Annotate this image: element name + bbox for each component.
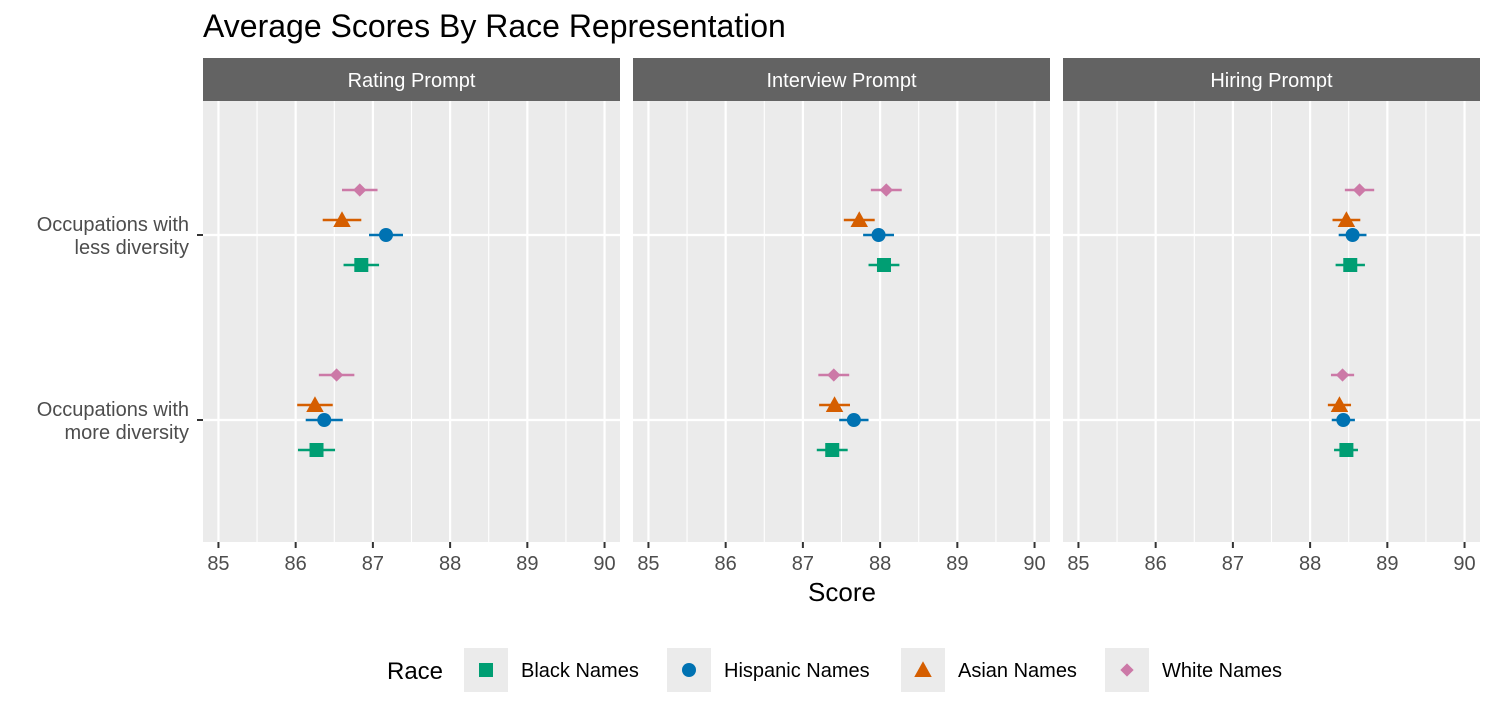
legend-item-hispanic-names: Hispanic Names bbox=[667, 648, 870, 692]
facet-strip-label: Hiring Prompt bbox=[1210, 70, 1333, 92]
x-tick-label: 87 bbox=[362, 553, 384, 575]
legend-label: Asian Names bbox=[958, 660, 1077, 682]
x-tick-label: 90 bbox=[1023, 553, 1045, 575]
x-tick-label: 85 bbox=[637, 553, 659, 575]
legend-key-symbol bbox=[682, 663, 696, 677]
data-point bbox=[1339, 443, 1354, 457]
data-point bbox=[1336, 413, 1351, 427]
data-point bbox=[827, 368, 841, 382]
data-point bbox=[354, 258, 369, 272]
facet-rating-prompt: Rating Prompt 85 86 87 88 89 90 bbox=[203, 58, 620, 575]
series-black-names bbox=[297, 258, 380, 457]
facet-strip bbox=[203, 58, 620, 101]
data-point bbox=[846, 413, 861, 427]
data-point bbox=[333, 211, 351, 227]
y-axis: Occupations with less diversity Occupation… bbox=[37, 214, 203, 444]
legend-label: Hispanic Names bbox=[724, 660, 870, 682]
x-tick-label: 89 bbox=[1376, 553, 1398, 575]
data-point bbox=[1337, 211, 1356, 227]
data-point bbox=[850, 211, 869, 227]
data-point bbox=[825, 396, 844, 412]
facet-strip-label: Rating Prompt bbox=[348, 70, 476, 92]
facet-strip bbox=[633, 58, 1050, 101]
series-asian-names bbox=[819, 211, 875, 412]
series-black-names bbox=[816, 258, 900, 457]
data-point bbox=[1343, 258, 1358, 272]
facet-strip bbox=[1063, 58, 1480, 101]
data-point bbox=[1345, 228, 1360, 242]
x-tick-label: 85 bbox=[207, 553, 229, 575]
data-point bbox=[379, 228, 394, 242]
y-tick-label: Occupations with less diversity bbox=[37, 214, 189, 259]
series-hispanic-names bbox=[1331, 228, 1367, 427]
series-asian-names bbox=[297, 211, 362, 412]
series-white-names bbox=[1330, 183, 1375, 382]
legend-title: Race bbox=[387, 658, 443, 685]
x-tick-label: 86 bbox=[715, 553, 737, 575]
data-point bbox=[871, 228, 886, 242]
data-point bbox=[879, 183, 893, 197]
data-point bbox=[1352, 183, 1367, 197]
series-white-names bbox=[818, 183, 902, 382]
data-point bbox=[317, 413, 332, 427]
facet-interview-prompt: Interview Prompt 85 86 87 88 89 90 bbox=[633, 58, 1050, 575]
x-tick-label: 87 bbox=[1222, 553, 1244, 575]
x-tick-label: 88 bbox=[869, 553, 891, 575]
y-tick-label: Occupations with more diversity bbox=[37, 399, 189, 444]
data-point bbox=[309, 443, 324, 457]
facet-strip-label: Interview Prompt bbox=[766, 70, 916, 92]
x-tick-label: 86 bbox=[285, 553, 307, 575]
series-asian-names bbox=[1327, 211, 1361, 412]
series-black-names bbox=[1334, 258, 1365, 457]
legend-key-symbol bbox=[1120, 663, 1134, 677]
chart-title: Average Scores By Race Representation bbox=[203, 8, 786, 44]
series-white-names bbox=[318, 183, 378, 382]
data-point bbox=[353, 183, 367, 197]
x-axis-title: Score bbox=[808, 577, 876, 607]
x-tick-label: 85 bbox=[1067, 553, 1089, 575]
x-tick-label: 89 bbox=[516, 553, 538, 575]
legend-item-black-names: Black Names bbox=[464, 648, 639, 692]
x-tick-label: 88 bbox=[439, 553, 461, 575]
x-tick-label: 88 bbox=[1299, 553, 1321, 575]
x-tick-label: 89 bbox=[946, 553, 968, 575]
legend-key-symbol bbox=[914, 661, 932, 677]
series-hispanic-names bbox=[305, 228, 404, 427]
legend-key-symbol bbox=[479, 663, 493, 677]
data-point bbox=[1330, 396, 1349, 412]
x-tick-label: 90 bbox=[1453, 553, 1475, 575]
legend-item-asian-names: Asian Names bbox=[901, 648, 1077, 692]
x-tick-label: 87 bbox=[792, 553, 814, 575]
facet-hiring-prompt: Hiring Prompt 85 86 87 88 89 90 bbox=[1063, 58, 1480, 575]
legend-label: White Names bbox=[1162, 660, 1282, 682]
data-point bbox=[329, 368, 344, 382]
legend-label: Black Names bbox=[521, 660, 639, 682]
legend: Race Black Names Hispanic Names Asian Name… bbox=[387, 648, 1282, 692]
data-point bbox=[1335, 368, 1350, 382]
data-point bbox=[825, 443, 840, 457]
x-tick-label: 90 bbox=[593, 553, 615, 575]
series-hispanic-names bbox=[839, 228, 895, 427]
legend-item-white-names: White Names bbox=[1105, 648, 1282, 692]
data-point bbox=[306, 396, 324, 412]
x-tick-label: 86 bbox=[1145, 553, 1167, 575]
data-point bbox=[876, 258, 891, 272]
